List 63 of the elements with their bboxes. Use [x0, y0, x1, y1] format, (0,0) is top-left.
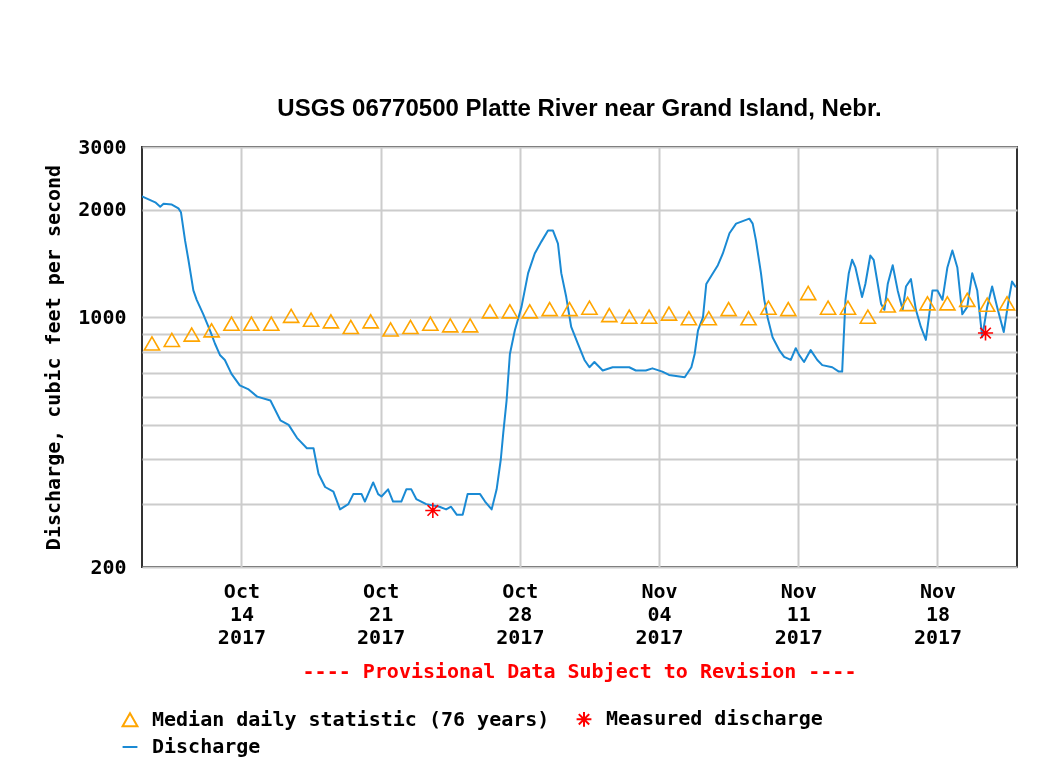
point — [441, 317, 459, 333]
point — [521, 303, 539, 319]
point — [779, 301, 797, 317]
point — [481, 303, 499, 319]
point — [919, 295, 936, 311]
point — [461, 317, 479, 333]
x-tick-label: Oct 21 2017 — [357, 578, 406, 649]
point — [322, 313, 340, 329]
point — [740, 310, 757, 326]
point — [362, 313, 380, 329]
point — [203, 322, 220, 338]
point — [640, 309, 658, 324]
point — [282, 308, 300, 324]
point — [421, 316, 439, 332]
y-axis-title: Discharge, cubic feet per second — [41, 164, 66, 551]
y-tick-label: 2000 — [78, 197, 127, 222]
point — [620, 309, 638, 324]
x-tick-label: Nov 18 2017 — [913, 578, 963, 649]
point — [382, 322, 399, 337]
point — [977, 324, 994, 342]
point — [402, 319, 419, 335]
point — [501, 303, 519, 319]
legend-label: Discharge — [152, 734, 261, 758]
point — [839, 300, 857, 315]
chart-title: USGS 06770500 Platte River near Grand Island, Nebr. — [277, 94, 882, 121]
legend-label: Median daily statistic (76 years) — [152, 706, 550, 731]
y-tick-label: 200 — [90, 554, 127, 579]
point — [819, 300, 837, 315]
point — [262, 316, 280, 332]
point — [541, 301, 559, 317]
point — [859, 309, 877, 324]
point — [302, 312, 320, 328]
line-series — [142, 195, 1017, 516]
point — [998, 295, 1016, 311]
x-tick-label: Nov 04 2017 — [635, 578, 684, 649]
point — [660, 306, 678, 321]
point — [799, 285, 817, 301]
point — [899, 296, 917, 312]
point — [223, 316, 240, 332]
x-tick-label: Oct 28 2017 — [496, 578, 545, 649]
point — [939, 295, 956, 311]
point — [424, 502, 442, 519]
point — [342, 319, 360, 335]
point — [143, 336, 161, 351]
y-tick-label: 3000 — [78, 134, 127, 159]
point — [183, 327, 201, 342]
text: ---- Provisional Data Subject to Revision ---- — [302, 659, 857, 683]
y-tick-label: 1000 — [78, 304, 127, 329]
point — [720, 301, 738, 317]
point — [242, 316, 260, 332]
point — [958, 292, 976, 308]
x-tick-label: Nov 11 2017 — [774, 578, 823, 649]
point — [760, 300, 777, 315]
point — [879, 298, 897, 313]
point — [600, 307, 618, 323]
point — [700, 310, 718, 326]
x-tick-label: Oct 14 2017 — [217, 578, 267, 649]
point — [561, 301, 578, 317]
point — [978, 297, 996, 313]
legend-label: Measured discharge — [606, 706, 823, 731]
point — [581, 300, 598, 315]
point — [163, 332, 181, 348]
point — [680, 310, 698, 326]
